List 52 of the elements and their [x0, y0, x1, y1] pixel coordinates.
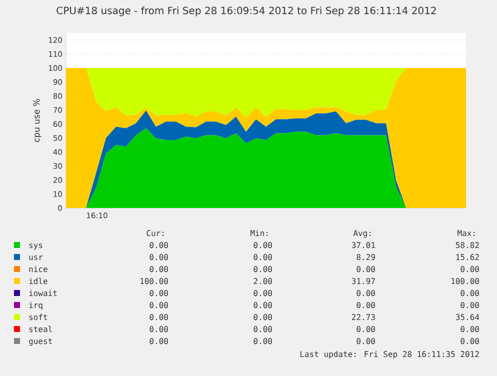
- text: 0.00: [150, 254, 168, 260]
- text: 0.00: [150, 338, 168, 344]
- text: Max:: [458, 230, 475, 236]
- text: 0.00: [254, 326, 272, 332]
- text: 100.00: [140, 278, 168, 284]
- chart-title: CPU#18 usage - from Fri Sep 28 16:09:54 2012 to Fri Sep 28 16:11:14 2012: [56, 6, 436, 16]
- text: 0.00: [254, 242, 272, 248]
- legend-label: sys: [29, 244, 42, 250]
- text: 0.00: [460, 290, 479, 296]
- text: 0.00: [356, 290, 375, 296]
- text: Min:: [250, 230, 268, 236]
- text: 58.82: [456, 242, 479, 248]
- text: 0.00: [460, 338, 479, 344]
- text: 0.00: [460, 302, 479, 308]
- legend-label: nice: [29, 266, 48, 272]
- text: 2.00: [254, 278, 272, 284]
- text: 0.00: [150, 314, 168, 320]
- legend-label: iowait: [29, 290, 57, 296]
- legend-label: guest: [29, 338, 52, 346]
- text: 0.00: [254, 290, 272, 296]
- text: 0.00: [254, 302, 272, 308]
- text: 0.00: [150, 242, 168, 248]
- text: 0.00: [254, 338, 272, 344]
- text: 22.73: [352, 314, 375, 320]
- text: Last update: Fri Sep 28 16:11:35 2012: [300, 350, 479, 359]
- text: Avg:: [353, 230, 371, 238]
- legend-label: soft: [29, 314, 48, 320]
- text: 31.97: [352, 278, 375, 284]
- text: 35.64: [456, 314, 480, 320]
- text: 8.29: [356, 254, 375, 260]
- text: 15.62: [456, 254, 479, 260]
- text: 0.00: [150, 290, 168, 296]
- text: 0.00: [254, 314, 272, 320]
- text: 0.00: [150, 326, 168, 332]
- text: 0.00: [254, 266, 272, 272]
- text: Cur:: [146, 230, 164, 236]
- text: 0.00: [356, 338, 375, 344]
- text: 0.00: [150, 302, 168, 308]
- legend-label: usr: [29, 256, 43, 260]
- legend-label: steal: [29, 326, 52, 332]
- y-axis-title: cpu use %: [33, 98, 42, 142]
- text: 0.00: [460, 266, 479, 272]
- text: 37.01: [352, 242, 375, 248]
- text: 100.00: [452, 278, 479, 284]
- legend-label: idle: [29, 278, 48, 284]
- text: 0.00: [254, 254, 272, 260]
- text: 0.00: [356, 326, 375, 332]
- legend-label: irq: [29, 302, 42, 310]
- text: 0.00: [150, 266, 168, 272]
- text: 0.00: [356, 302, 375, 308]
- text: 0.00: [356, 266, 375, 272]
- text: 0.00: [460, 326, 479, 332]
